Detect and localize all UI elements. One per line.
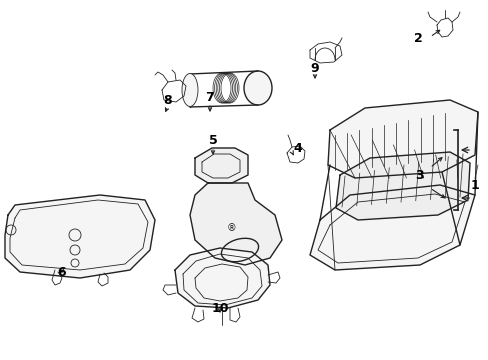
Polygon shape bbox=[195, 148, 247, 183]
Polygon shape bbox=[175, 248, 269, 308]
Text: 8: 8 bbox=[163, 94, 172, 107]
Text: 2: 2 bbox=[413, 32, 422, 45]
Polygon shape bbox=[5, 195, 155, 278]
Text: 7: 7 bbox=[205, 90, 214, 104]
Ellipse shape bbox=[244, 71, 271, 105]
Polygon shape bbox=[309, 185, 474, 270]
Text: 6: 6 bbox=[58, 266, 66, 279]
Polygon shape bbox=[327, 100, 477, 178]
Polygon shape bbox=[335, 152, 469, 220]
Text: ®: ® bbox=[226, 223, 236, 233]
Text: 9: 9 bbox=[310, 62, 319, 75]
Ellipse shape bbox=[182, 73, 198, 107]
Text: 5: 5 bbox=[208, 134, 217, 147]
Polygon shape bbox=[190, 183, 282, 265]
Text: 4: 4 bbox=[293, 141, 302, 154]
Text: 1: 1 bbox=[469, 179, 478, 192]
Text: 3: 3 bbox=[415, 168, 424, 181]
Text: 10: 10 bbox=[211, 302, 228, 315]
